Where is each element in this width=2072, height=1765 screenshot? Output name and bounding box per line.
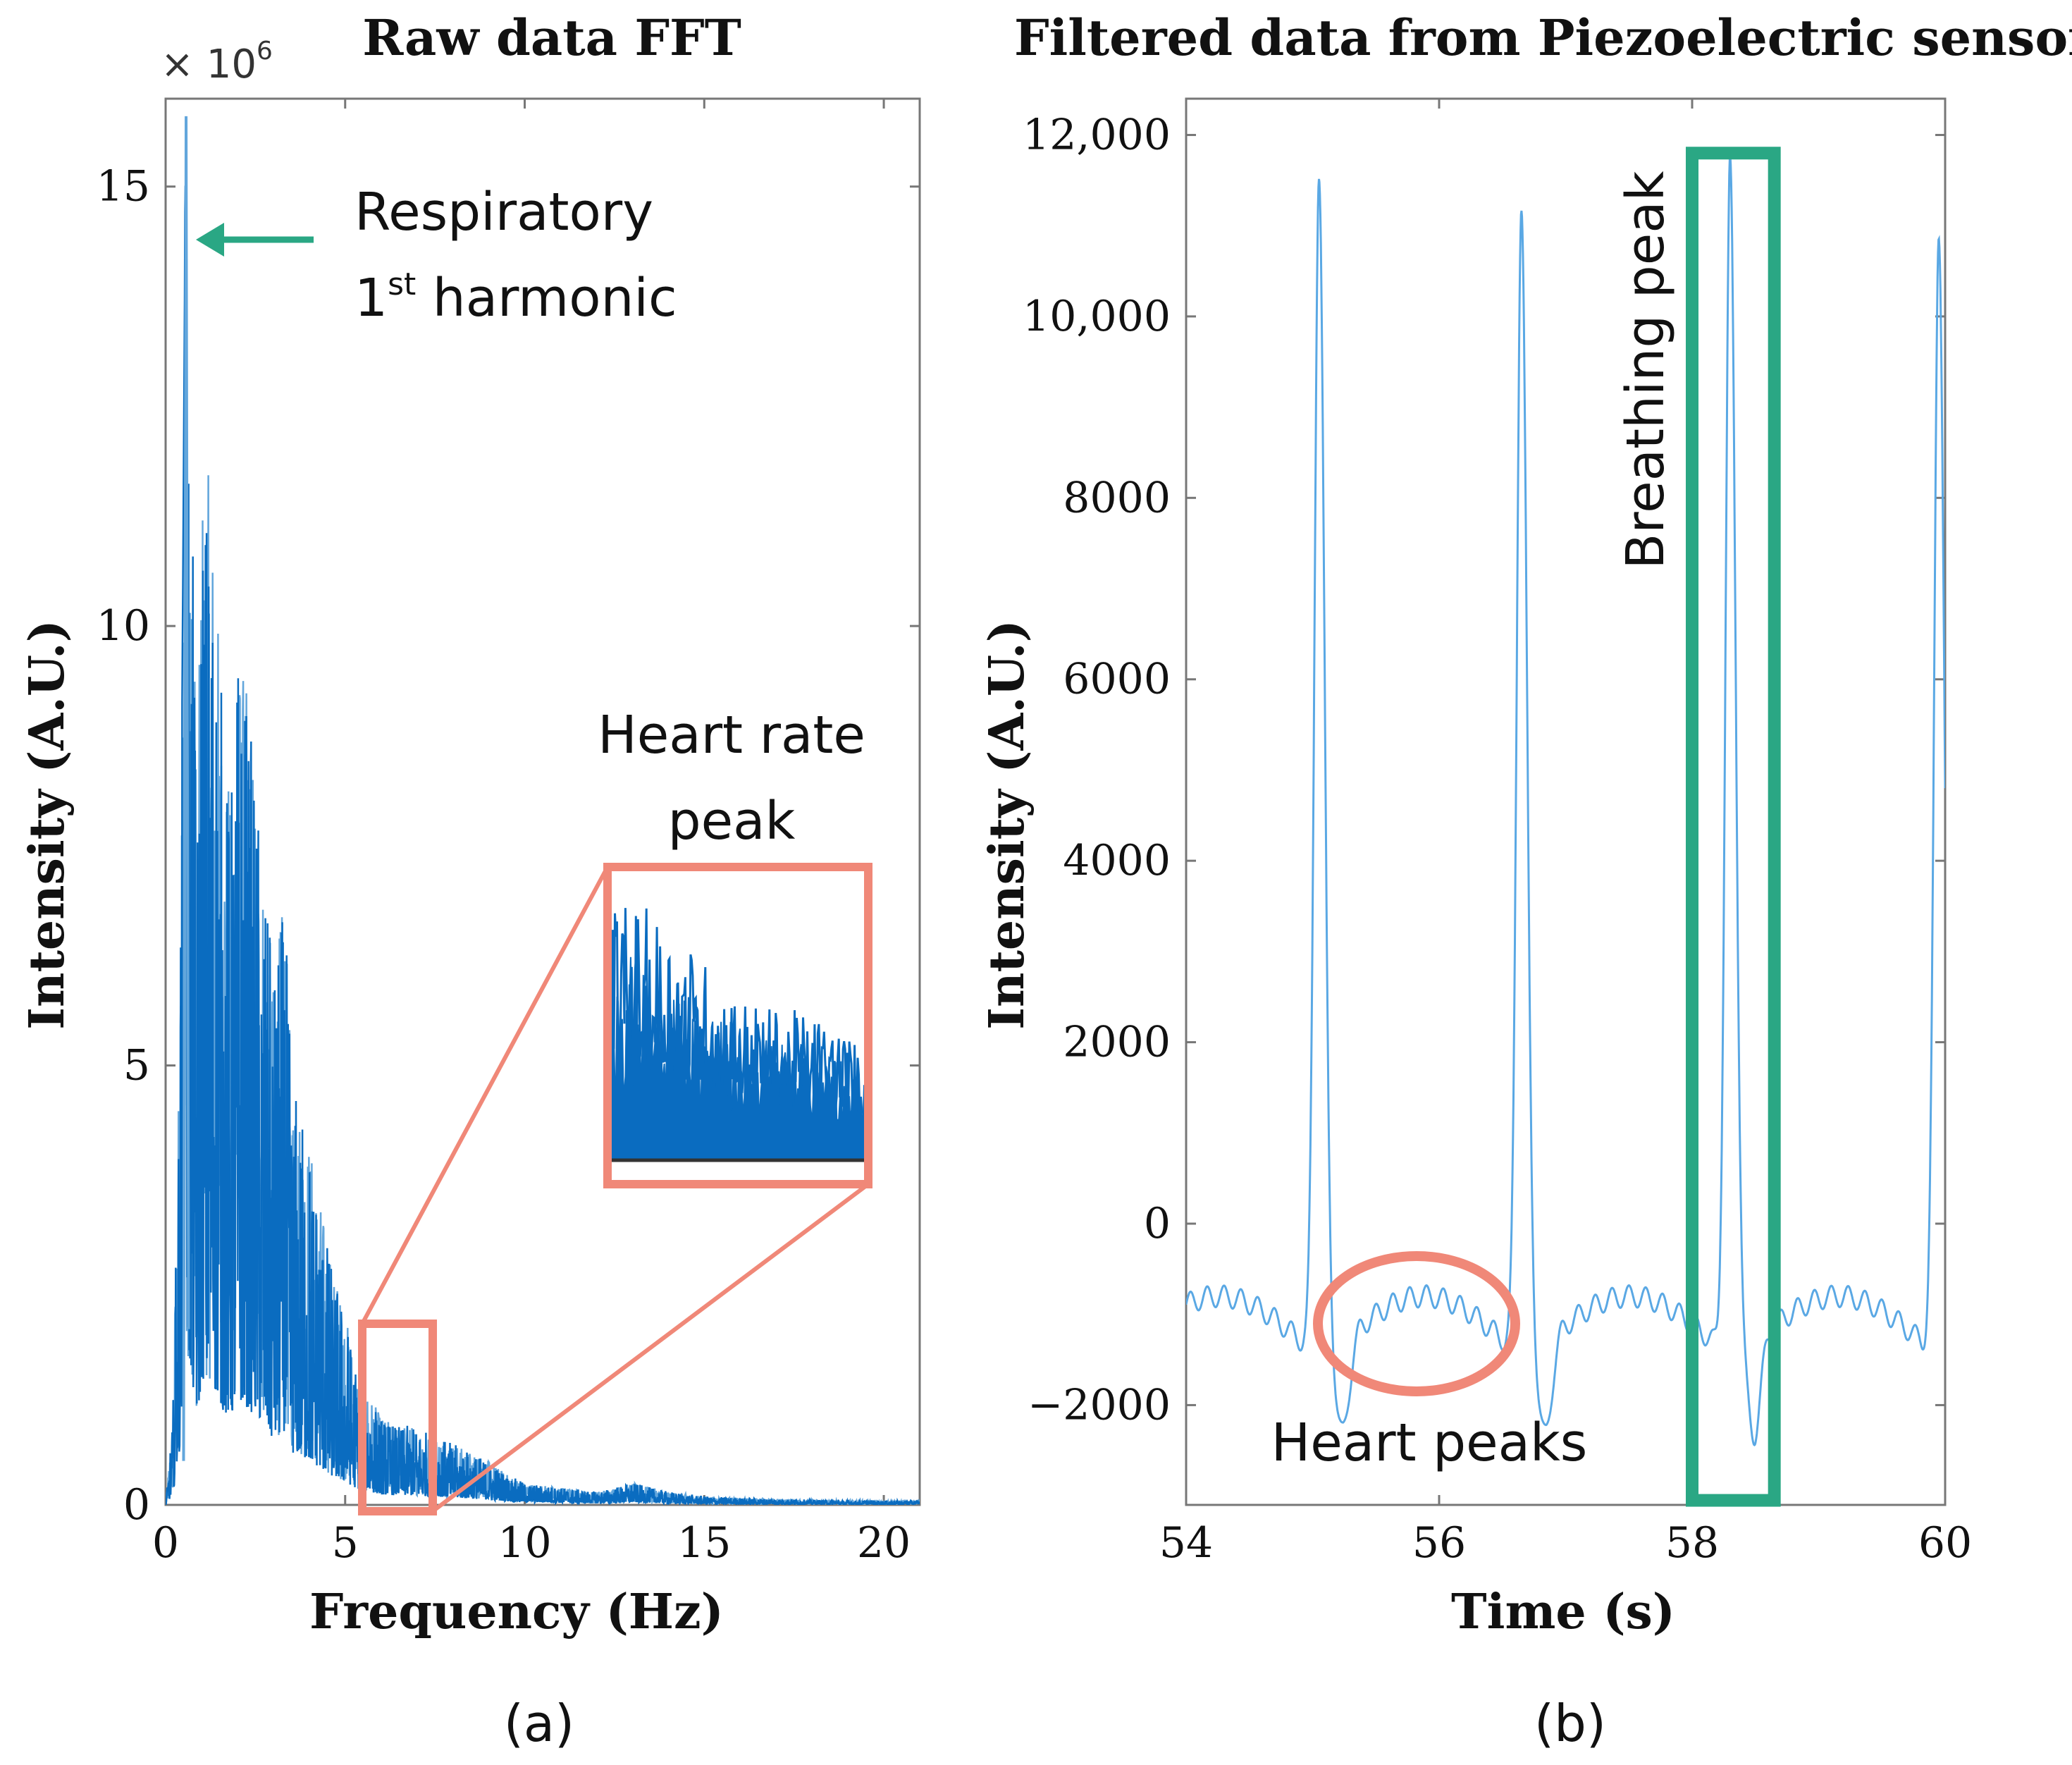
annotation-peak: peak: [668, 791, 796, 851]
chart-b-ylabel: Intensity (A.U.): [979, 620, 1035, 1030]
chart-a-xtick-label: 15: [677, 1518, 731, 1568]
chart-b-series-group: [1186, 156, 1945, 1447]
chart-b-ticks: 54 56 58 60 −2000 0 2000 4000 6000 8000 10,000 12,0…: [1023, 99, 1972, 1568]
chart-a-ytick-label: 15: [97, 162, 150, 211]
chart-a-xtick-label: 5: [332, 1518, 359, 1568]
chart-b-xtick-label: 60: [1918, 1518, 1972, 1568]
annotation-heart-rate: Heart rate: [598, 705, 865, 765]
heart-rate-region-box: [358, 1320, 437, 1515]
chart-a-ytick-label: 5: [123, 1041, 150, 1090]
chart-b-ytick-label: 2000: [1063, 1018, 1171, 1067]
respiratory-arrow: [196, 223, 314, 257]
chart-a-series: [166, 116, 920, 1505]
chart-a-ytick-label: 0: [123, 1480, 150, 1530]
panel-b-caption: (b): [1534, 1694, 1606, 1753]
chart-b-plot-frame: [1185, 97, 1947, 1506]
exponent-power: 6: [257, 37, 273, 66]
panel-a-caption: (a): [504, 1694, 574, 1753]
heart-rate-highlight: [358, 863, 872, 1515]
panel-b: Filtered data from Piezoelectric sensor …: [979, 8, 2072, 1753]
chart-a-plot-frame: [164, 97, 921, 1506]
chart-a-series-line: [166, 185, 920, 1505]
annotation-respiratory: Respiratory: [354, 182, 653, 242]
panel-a: Raw data FFT × 106 Intensity (A.U.) Freq…: [19, 8, 921, 1753]
zoom-line-top: [360, 866, 610, 1325]
first-harmonic-sup: st: [388, 266, 416, 302]
chart-b-ytick-label: 12,000: [1023, 110, 1171, 159]
inset-series-fill: [611, 957, 865, 1161]
chart-a-xlabel: Frequency (Hz): [309, 1584, 724, 1640]
chart-a-xtick-label: 0: [152, 1518, 179, 1568]
zoom-line-bottom: [431, 1182, 870, 1513]
chart-a-ticks: 0 5 10 15 20 0 5 10 15: [97, 99, 920, 1568]
annotation-heart-peaks: Heart peaks: [1271, 1413, 1588, 1473]
chart-b-xtick-label: 58: [1665, 1518, 1719, 1568]
heart-peaks-ellipse: [1313, 1251, 1520, 1396]
chart-b-xtick-label: 54: [1159, 1518, 1213, 1568]
chart-a-title: Raw data FFT: [362, 8, 741, 67]
chart-b-ytick-label: −2000: [1028, 1380, 1171, 1429]
chart-a-xtick-label: 10: [498, 1518, 551, 1568]
chart-b-title: Filtered data from Piezoelectric sensor: [1014, 8, 2072, 67]
heart-rate-inset-box: [603, 863, 872, 1188]
chart-b-ytick-label: 0: [1144, 1199, 1171, 1248]
chart-b-xlabel: Time (s): [1451, 1584, 1675, 1640]
chart-b-series: [1186, 156, 1945, 1447]
chart-b-ytick-label: 6000: [1063, 655, 1171, 704]
respiratory-peak-spike: [182, 116, 190, 1461]
chart-a-ylabel: Intensity (A.U.): [19, 620, 75, 1030]
chart-b-ytick-label: 4000: [1063, 836, 1171, 885]
chart-a-ytick-label: 10: [97, 601, 150, 651]
chart-b-xtick-label: 56: [1412, 1518, 1466, 1568]
chart-a-xtick-label: 20: [857, 1518, 911, 1568]
inset-series-line: [610, 908, 865, 1117]
exponent-label: × 10: [161, 42, 257, 87]
first-harmonic-rest: harmonic: [416, 268, 677, 328]
breathing-peak-box: [1686, 147, 1781, 1507]
chart-b-series-line: [1186, 156, 1945, 1447]
chart-b-ytick-label: 8000: [1063, 473, 1171, 522]
heart-rate-inset: [610, 908, 865, 1162]
chart-b-ytick-label: 10,000: [1023, 292, 1171, 341]
chart-a-series-group: [166, 116, 920, 1505]
chart-a-exponent: × 106: [161, 37, 273, 87]
svg-text:× 106: × 106: [161, 37, 273, 87]
first-harmonic-num: 1: [354, 268, 388, 328]
annotation-first-harmonic: 1st harmonic: [354, 266, 677, 328]
annotation-breathing-peak: Breathing peak: [1615, 171, 1676, 569]
